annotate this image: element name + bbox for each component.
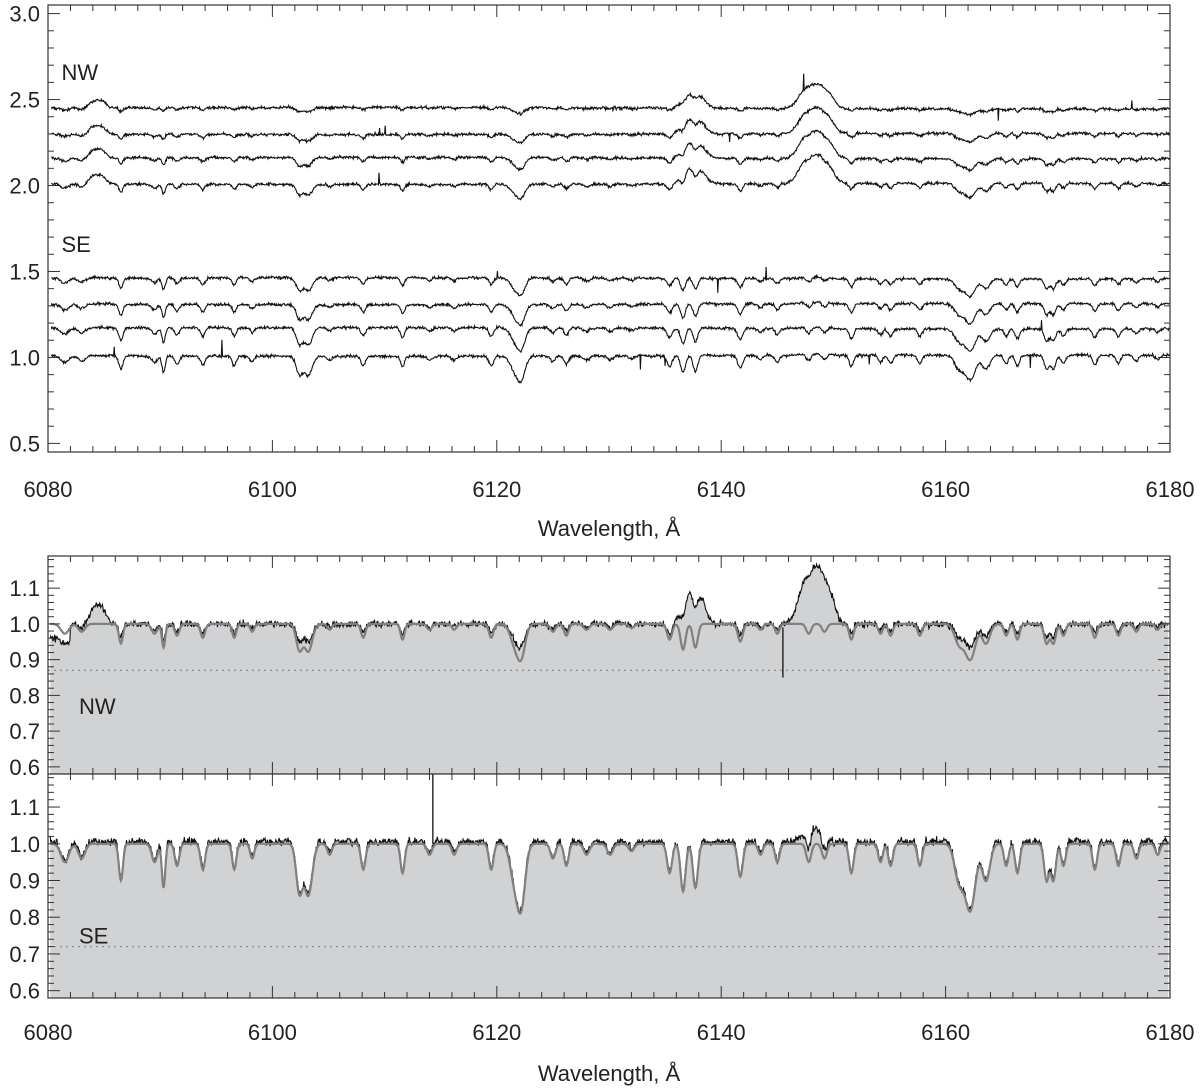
bottom-x-tick-label: 6140 (697, 1020, 746, 1045)
top-x-axis-title: Wavelength, Å (538, 516, 681, 541)
top-y-tick-label: 0.5 (9, 431, 40, 456)
bottom-y-tick-label: 0.8 (9, 905, 40, 930)
middle-y-tick-label: 0.8 (9, 683, 40, 708)
bottom-x-tick-label: 6160 (921, 1020, 970, 1045)
top-x-tick-label: 6080 (24, 477, 73, 502)
middle-panel: 0.6 0.7 0.8 0.9 1.0 1.1 NW (9, 555, 1171, 780)
bottom-x-tick-label: 6180 (1146, 1020, 1195, 1045)
top-spectrum-nw-3 (51, 129, 1170, 173)
bottom-panel-label: SE (79, 924, 108, 949)
top-spectrum-nw-1 (50, 73, 1170, 121)
top-spectrum-nw-2 (51, 105, 1170, 145)
top-x-tick-label: 6160 (921, 477, 970, 502)
top-spectrum-nw-4 (51, 152, 1170, 201)
top-x-tick-label: 6140 (697, 477, 746, 502)
bottom-x-axis-title: Wavelength, Å (538, 1061, 681, 1086)
middle-y-tick-label: 0.7 (9, 719, 40, 744)
middle-panel-label: NW (79, 694, 116, 719)
top-y-tick-label: 3.0 (9, 2, 40, 27)
bottom-observed-fill (50, 825, 1169, 998)
top-y-tick-label: 2.5 (9, 88, 40, 113)
middle-y-tick-label: 0.9 (9, 648, 40, 673)
middle-observed-fill (50, 564, 1169, 774)
middle-model-spectrum (50, 622, 1169, 663)
bottom-y-tick-label: 0.9 (9, 868, 40, 893)
top-x-tick-label: 6100 (248, 477, 297, 502)
bottom-x-tick-label: 6100 (248, 1020, 297, 1045)
bottom-y-tick-label: 1.0 (9, 832, 40, 857)
top-y-tick-label: 1.5 (9, 259, 40, 284)
top-spectrum-se-2 (50, 300, 1170, 328)
bottom-x-tick-label: 6080 (24, 1020, 73, 1045)
top-plot-frame (47, 4, 1171, 453)
top-annotation-nw: NW (61, 60, 98, 85)
top-spectrum-se-4 (50, 339, 1170, 384)
top-y-tick-label: 2.0 (9, 174, 40, 199)
bottom-model-spectrum (50, 842, 1169, 915)
bottom-x-tick-label: 6120 (472, 1020, 521, 1045)
top-y-tick-label: 1.0 (9, 345, 40, 370)
bottom-y-tick-label: 1.1 (9, 795, 40, 820)
bottom-y-tick-label: 0.7 (9, 942, 40, 967)
bottom-panel: 0.6 0.7 0.8 0.9 1.0 1.1 SE 6080 6100 6120 6140 6160… (9, 773, 1195, 1086)
top-annotation-se: SE (61, 232, 90, 257)
top-spectrum-se-3 (50, 320, 1170, 354)
middle-y-tick-label: 1.1 (9, 576, 40, 601)
top-x-tick-label: 6120 (472, 477, 521, 502)
top-panel: 0.5 1.0 1.5 2.0 2.5 3.0 6080 6100 6120 6140 6160 61… (9, 2, 1194, 541)
middle-y-tick-label: 0.6 (9, 755, 40, 780)
middle-y-tick-label: 1.0 (9, 612, 40, 637)
top-spectrum-se-1 (50, 266, 1170, 299)
top-x-tick-label: 6180 (1146, 477, 1195, 502)
bottom-y-tick-label: 0.6 (9, 979, 40, 1004)
